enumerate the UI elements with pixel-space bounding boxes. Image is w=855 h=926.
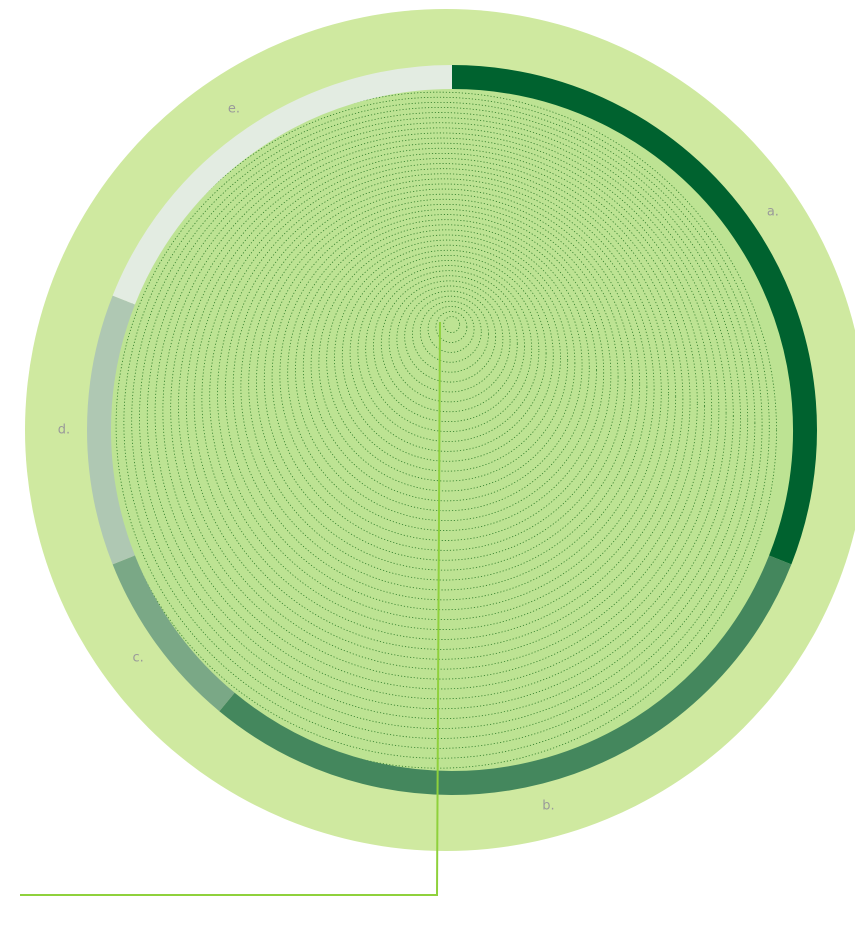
dotted-ring xyxy=(271,203,619,551)
dotted-ring xyxy=(209,163,677,630)
ring-segment xyxy=(451,65,817,565)
dotted-ring xyxy=(373,270,525,423)
dotted-ring xyxy=(279,209,612,541)
dotted-ring xyxy=(357,260,540,442)
dotted-ring xyxy=(123,107,756,739)
segment-label: a. xyxy=(767,204,779,219)
dotted-ring xyxy=(396,285,504,393)
dotted-ring xyxy=(193,152,691,650)
dotted-ring xyxy=(131,112,749,729)
dotted-ring xyxy=(412,295,489,373)
dotted-ring xyxy=(232,178,655,601)
dotted-ring xyxy=(310,229,583,502)
ring-segment xyxy=(219,555,792,795)
dotted-ring xyxy=(318,234,576,492)
segment-label: c. xyxy=(132,651,143,666)
dotted-ring xyxy=(326,239,569,482)
dotted-ring xyxy=(217,168,669,621)
segment-label: d. xyxy=(58,423,70,438)
dotted-ring xyxy=(263,198,626,561)
dotted-ring xyxy=(185,147,698,660)
dotted-ring xyxy=(404,290,497,383)
dotted-ring xyxy=(349,254,547,452)
dotted-ring xyxy=(287,214,605,531)
dotted-ring xyxy=(170,137,713,680)
dotted-ring xyxy=(380,275,518,413)
dotted-ring xyxy=(435,311,468,343)
dotted-ring xyxy=(201,158,684,640)
dotted-ring xyxy=(146,122,734,710)
pointer-line xyxy=(20,321,441,896)
ring-segment xyxy=(87,295,135,565)
dotted-ring xyxy=(365,265,533,432)
dotted-ring xyxy=(240,183,648,591)
dotted-ring xyxy=(302,224,590,512)
dotted-ring xyxy=(388,280,511,403)
dotted-ring xyxy=(115,101,763,749)
dotted-ring xyxy=(178,142,705,670)
dotted-ring xyxy=(154,127,727,700)
dotted-ring xyxy=(443,316,461,333)
ring-segment xyxy=(112,555,235,712)
dotted-ring xyxy=(256,193,633,571)
ring-segment xyxy=(112,65,453,305)
inner-disk xyxy=(110,88,794,772)
dotted-ring xyxy=(427,305,475,353)
segment-label: b. xyxy=(542,798,554,813)
dotted-ring xyxy=(341,249,554,462)
dotted-ring xyxy=(334,244,561,472)
segment-label: e. xyxy=(228,102,240,117)
dotted-ring xyxy=(224,173,662,611)
dotted-ring xyxy=(139,117,741,720)
dotted-ring xyxy=(419,300,482,363)
dotted-ring xyxy=(162,132,720,690)
dotted-ring xyxy=(248,188,641,581)
dotted-rings xyxy=(100,91,777,769)
